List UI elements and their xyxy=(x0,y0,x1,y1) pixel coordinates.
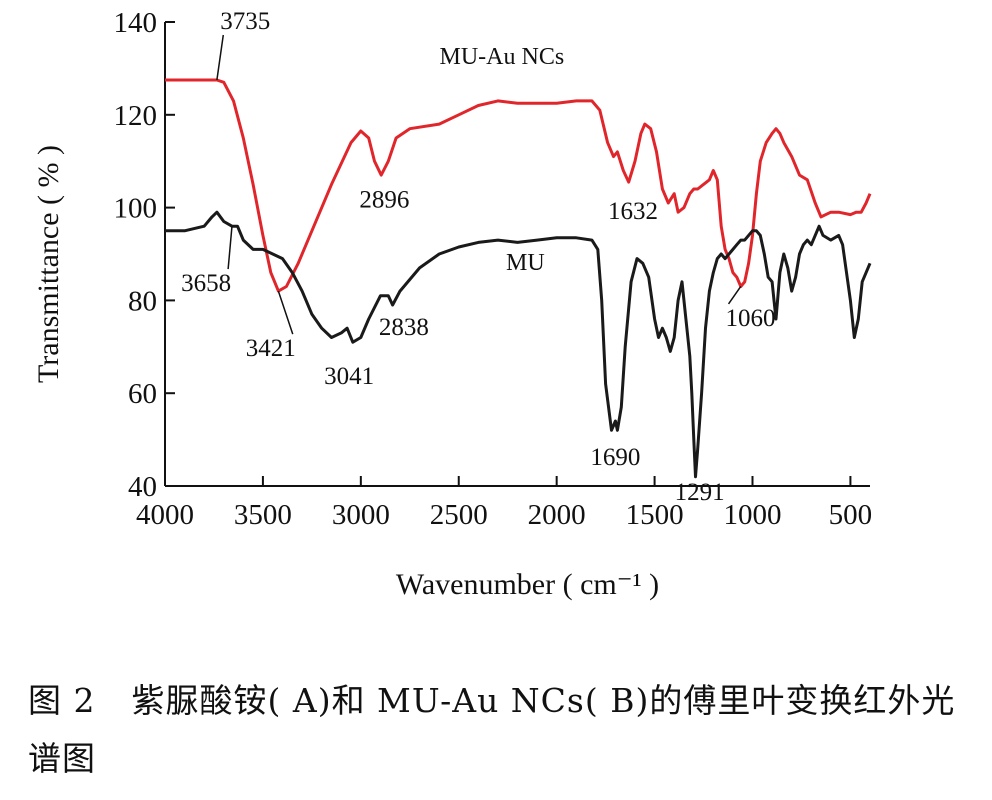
x-tick-label: 4000 xyxy=(136,499,194,531)
peak-label: 3735 xyxy=(220,8,270,35)
x-tick-label: 2500 xyxy=(430,499,488,531)
peak-label: 1690 xyxy=(590,444,640,471)
x-tick-label: 3500 xyxy=(234,499,292,531)
y-tick-label: 40 xyxy=(128,471,157,503)
series-label-mu: MU xyxy=(506,250,545,276)
peak-label: 1632 xyxy=(608,198,658,225)
x-axis-title: Wavenumber ( cm⁻¹ ) xyxy=(396,568,659,601)
peak-leader-line xyxy=(227,226,233,270)
x-tick-label: 3000 xyxy=(332,499,390,531)
figure-caption: 图 2 紫脲酸铵( A)和 MU-Au NCs( B)的傅里叶变换红外光谱图 xyxy=(28,672,973,788)
y-tick-label: 120 xyxy=(114,100,158,132)
y-tick-label: 80 xyxy=(128,285,157,317)
y-tick-label: 100 xyxy=(114,193,158,225)
peak-leader-line xyxy=(277,290,294,335)
figure-number: 图 2 xyxy=(28,681,96,720)
peak-label: 1060 xyxy=(726,305,776,332)
figure-caption-text: 紫脲酸铵( A)和 MU-Au NCs( B)的傅里叶变换红外光谱图 xyxy=(28,681,956,778)
series-label-mu-au-ncs: MU-Au NCs xyxy=(439,44,564,70)
chart-series-layer: MU-Au NCs MU xyxy=(165,44,872,479)
peak-label: 2838 xyxy=(379,314,429,341)
peak-leader-line xyxy=(216,34,225,81)
y-tick-label: 140 xyxy=(114,7,158,39)
y-tick-label: 60 xyxy=(128,378,157,410)
peak-label: 3421 xyxy=(246,335,296,362)
series-line-mu-au-ncs xyxy=(165,78,872,293)
peak-label: 2896 xyxy=(359,187,409,214)
peak-label: 3658 xyxy=(181,270,231,297)
x-tick-label: 2000 xyxy=(528,499,586,531)
x-tick-label: 1500 xyxy=(626,499,684,531)
y-axis-title: Transmittance ( % ) xyxy=(32,145,65,383)
peak-label: 3041 xyxy=(324,363,374,390)
x-tick-label: 1000 xyxy=(724,499,782,531)
peak-label: 1291 xyxy=(675,479,725,506)
peak-leader-line xyxy=(727,286,742,305)
x-tick-label: 500 xyxy=(829,499,873,531)
series-line-mu xyxy=(165,210,872,479)
chart-axis-titles: Wavenumber ( cm⁻¹ ) Transmittance ( % ) xyxy=(32,145,659,601)
